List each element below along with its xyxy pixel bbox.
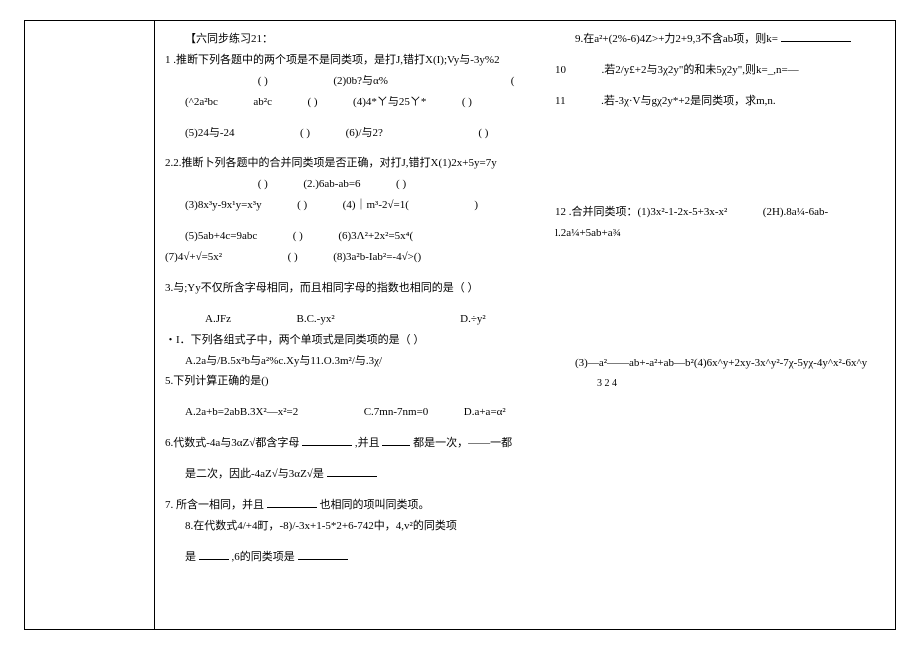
q2-r5c: (8)3a²b-Iab²=-4√>() (333, 251, 421, 263)
q1-text: 1 .推断下列各题中的两个项是不是同类项，是打J,错打X(I);Vy与-3y%2 (165, 50, 535, 71)
blank (199, 549, 229, 560)
q2-r5b: ( ) (288, 251, 298, 263)
q5-optA: A.2a+b=2abB.3X²—x²=2 (185, 406, 298, 418)
q2-r3b: ( ) (297, 199, 307, 211)
q12a: 12 .合并同类项：(1)3x²-1-2x-5+3x-x² (555, 206, 727, 218)
blank (267, 497, 317, 508)
q5-text: 5.下列计算正确的是() (165, 371, 535, 392)
q1-row2a: ( ) (258, 75, 268, 87)
left-margin-column (25, 21, 155, 629)
q1-r3d: (4)4*ㄚ与25ㄚ* (353, 96, 426, 108)
q10b: .若2/y£+2与3χ2y"的和未5χ2y",则k=_,n=— (602, 64, 799, 76)
q3-optB: B.C.-yx² (296, 313, 334, 325)
q1-r4a: (5)24与-24 (185, 127, 235, 139)
q2-r2b: (2.)6ab-ab=6 (303, 178, 360, 190)
q11b: .若-3χ·V与gχ2y*+2是同类项，求m,n. (601, 95, 776, 107)
q3-optA: A.JFz (205, 313, 231, 325)
q6c: 都是一次，——一都 (413, 437, 512, 449)
q2-r2c: ( ) (396, 178, 406, 190)
q5-optC: C.7mn-7nm=0 (364, 406, 429, 418)
q2-r4a: (5)5ab+4c=9abc (185, 230, 257, 242)
right-column: 9.在a²+(2%-6)4Z>+力2+9,3不含ab项，则k= 10 .若2/y… (545, 21, 895, 629)
q7b: 也相同的项叫同类项。 (320, 499, 430, 511)
q4-text: ・I．下列各组式子中，两个单项式是同类项的是（ ） (165, 330, 535, 351)
q5-optD: D.a+a=α² (464, 406, 506, 418)
q11n: 11 (555, 95, 566, 107)
q4-opts: A.2a与/B.5x²b与a²%c.Xy与11.O.3m²/与.3χ/ (165, 351, 535, 372)
blank (302, 435, 352, 446)
q10n: 10 (555, 64, 566, 76)
q2-r5a: (7)4√+√=5x² (165, 251, 222, 263)
q3-optD: D.÷y² (460, 313, 486, 325)
q7a: 7. 所含一相同，并且 (165, 499, 264, 511)
q12c: (3)—a²——ab+-a²+ab—b²(4)6x^y+2xy-3x^y²-7χ… (555, 353, 885, 374)
blank (298, 549, 348, 560)
q2-r3c: (4)｜m³-2√=1( (343, 199, 409, 211)
q8b: 是 (185, 551, 196, 563)
q1-r3b: ab²c (253, 96, 272, 108)
q1-r3a: (^2a²bc (185, 96, 218, 108)
middle-column: 【六同步练习21： 1 .推断下列各题中的两个项是不是同类项，是打J,错打X(I… (155, 21, 545, 629)
q1-r4c: (6)/与2? (346, 127, 383, 139)
q6d: 是二次，因此-4aZ√与3αZ√是 (185, 468, 324, 480)
q9a: 9.在a²+(2%-6)4Z>+力2+9,3不含ab项，则k= (575, 33, 778, 45)
q1-r4b: ( ) (300, 127, 310, 139)
q2-r3a: (3)8x³y-9x¹y=x³y (185, 199, 262, 211)
q2-r4b: ( ) (293, 230, 303, 242)
q2-r4c: (6)3Λ²+2x²=5x⁴( (338, 230, 413, 242)
q6a: 6.代数式-4a与3αZ√都含字母 (165, 437, 299, 449)
q1-r3c: ( ) (307, 96, 317, 108)
q1-row2b: (2)0b?与α% (333, 75, 388, 87)
section-title: 【六同步练习21： (165, 29, 535, 50)
q3-text: 3.与;Yy不仅所含字母相同，而且相同字母的指数也相同的是（ ） (165, 278, 535, 299)
blank (781, 31, 851, 42)
q6b: ,并且 (355, 437, 380, 449)
q2-text: 2.2.推断卜列各题中的合并同类项是否正确，对打J,错打X(1)2x+5y=7y (165, 153, 535, 174)
blank (382, 435, 410, 446)
q2-r3d: ) (474, 199, 478, 211)
q12c-sub: 3 2 4 (555, 374, 885, 393)
q8-text: 8.在代数式4/+4町，-8)/-3x+1-5*2+6-742中，4,v²的同类… (165, 516, 535, 537)
q8c: ,6的同类项是 (232, 551, 295, 563)
q1-r4d: ( ) (478, 127, 488, 139)
q2-r2a: ( ) (258, 178, 268, 190)
q1-r3e: ( ) (462, 96, 472, 108)
blank (327, 466, 377, 477)
